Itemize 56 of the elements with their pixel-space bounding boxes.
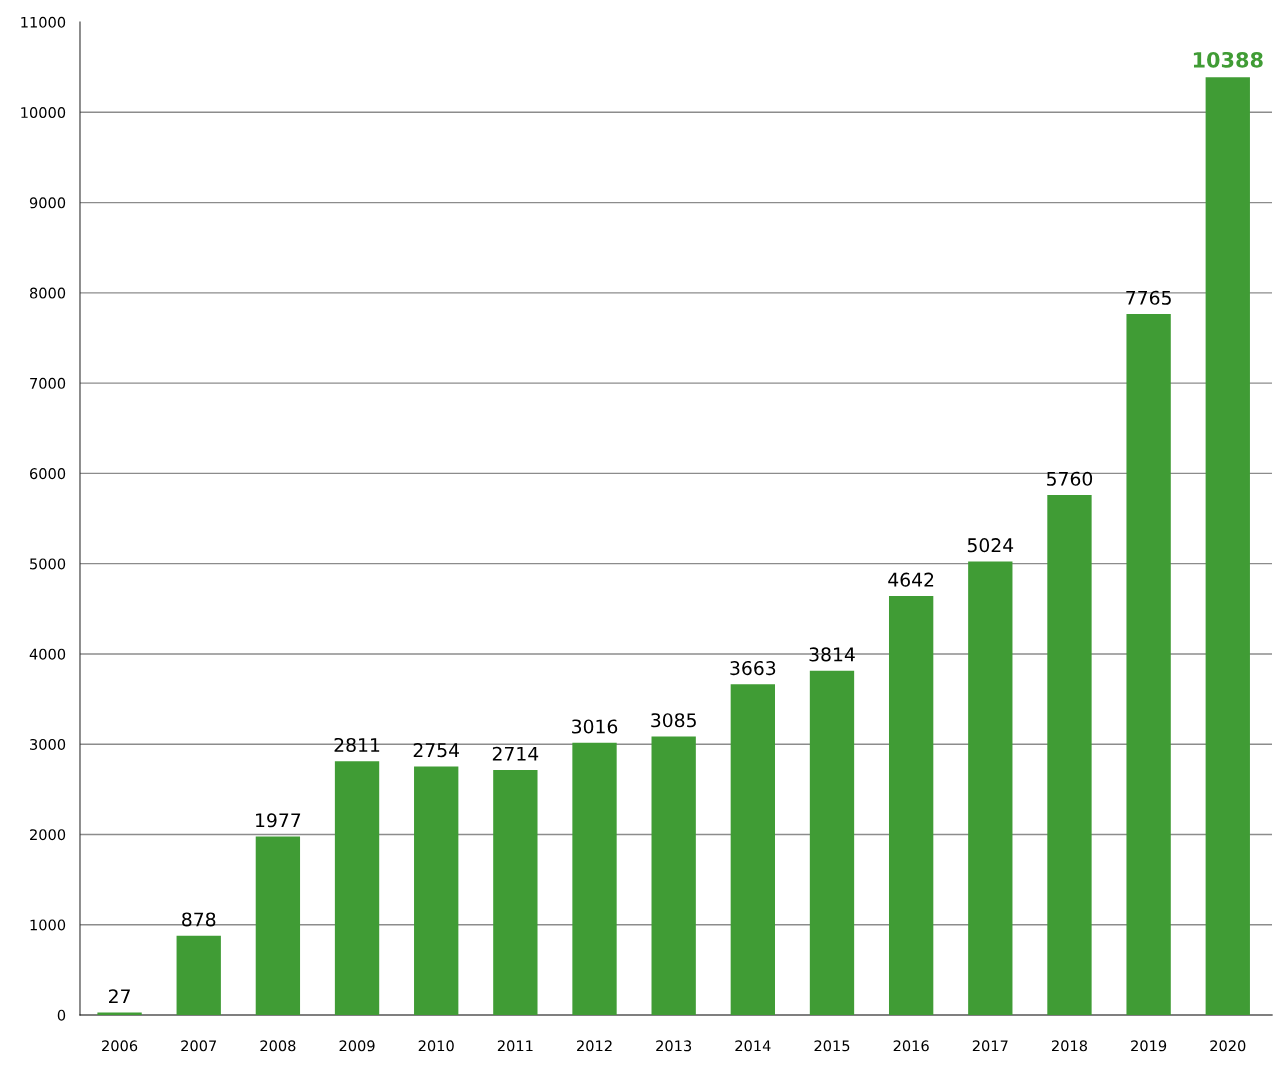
bar — [1047, 495, 1092, 1016]
y-tick-label: 5000 — [30, 558, 66, 570]
data-label: 2754 — [413, 743, 460, 758]
data-label: 2811 — [334, 737, 380, 753]
x-tick-label: 2016 — [893, 1040, 929, 1052]
data-label: 3085 — [651, 713, 696, 728]
y-tick-label: 4000 — [29, 648, 66, 660]
x-tick-label: 2015 — [814, 1040, 850, 1052]
x-tick-label: 2013 — [656, 1040, 692, 1052]
data-label: 5024 — [967, 538, 1014, 553]
bar — [651, 736, 696, 1016]
x-tick-label: 2006 — [102, 1040, 138, 1052]
data-label: 3016 — [572, 719, 618, 734]
bar — [334, 761, 380, 1016]
data-label: 3663 — [730, 660, 776, 676]
data-label: 5760 — [1047, 471, 1093, 486]
data-label: 27 — [109, 989, 130, 1004]
bar — [572, 742, 617, 1016]
data-label: 2714 — [492, 746, 539, 761]
data-label: 7765 — [1126, 290, 1171, 305]
bar — [176, 935, 221, 1016]
data-label: 1977 — [256, 813, 301, 828]
x-tick-label: 2017 — [972, 1040, 1008, 1052]
bar — [1126, 314, 1171, 1016]
bar — [730, 684, 775, 1016]
x-tick-label: 2007 — [181, 1040, 217, 1052]
y-tick-label: 7000 — [30, 377, 66, 389]
bar — [888, 595, 934, 1016]
x-tick-label: 2014 — [735, 1040, 771, 1052]
y-tick-label: 9000 — [29, 197, 66, 209]
y-tick-label: 0 — [57, 1009, 66, 1021]
y-tick-label: 3000 — [30, 738, 66, 750]
x-tick-label: 2018 — [1051, 1040, 1088, 1052]
x-tick-label: 2020 — [1210, 1040, 1246, 1052]
data-label: 10388 — [1193, 51, 1263, 68]
y-tick-label: 1000 — [30, 919, 66, 931]
x-tick-label: 2008 — [260, 1040, 296, 1052]
data-label: 4642 — [888, 572, 934, 587]
y-tick-label: 2000 — [30, 829, 66, 841]
y-tick-label: 6000 — [30, 468, 66, 480]
data-label: 878 — [182, 912, 216, 927]
data-label: 3814 — [809, 647, 855, 662]
bar — [968, 561, 1013, 1016]
x-tick-label: 2010 — [418, 1040, 454, 1052]
x-tick-label: 2011 — [497, 1040, 533, 1052]
x-tick-label: 2019 — [1131, 1040, 1167, 1052]
bar — [255, 836, 301, 1016]
x-tick-label: 2012 — [577, 1040, 612, 1052]
bar — [414, 766, 459, 1016]
y-tick-label: 8000 — [29, 287, 66, 299]
bar — [493, 770, 538, 1016]
y-tick-label: 10000 — [21, 107, 66, 119]
y-tick-label: 11000 — [21, 16, 66, 28]
bar — [1205, 77, 1250, 1016]
x-tick-label: 2009 — [339, 1040, 375, 1052]
bar — [809, 670, 855, 1016]
